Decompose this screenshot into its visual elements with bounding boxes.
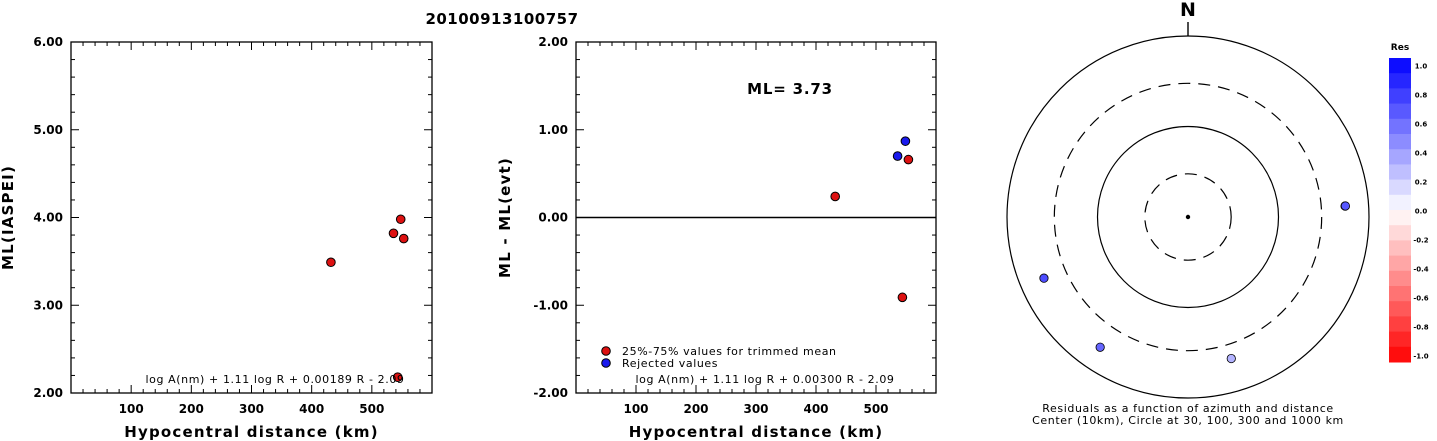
colorbar-tick-label: -0.4 — [1413, 266, 1428, 274]
azimuth-residual-panel: N Residuals as a function of azimuth and … — [1006, 0, 1370, 427]
residual-point — [1226, 353, 1236, 364]
x-tick-label: 200 — [179, 402, 204, 416]
polar-caption-line-2: Center (10km), Circle at 30, 100, 300 an… — [1032, 414, 1344, 427]
x-axis-label: Hypocentral distance (km) — [629, 423, 884, 441]
ml-vs-distance-panel: 100 200 300 400 500 2.00 3.00 4.00 5.00 6.00 Hypoc… — [0, 35, 433, 441]
colorbar-band — [1389, 331, 1411, 348]
colorbar-band — [1389, 316, 1411, 333]
x-tick-label: 200 — [683, 402, 708, 416]
y-tick-label: 4.00 — [33, 211, 63, 225]
colorbar-tick-label: -0.2 — [1413, 237, 1428, 245]
formula-text: log A(nm) + 1.11 log R + 0.00300 R - 2.0… — [635, 373, 894, 386]
colorbar-tick-label: 0.2 — [1415, 179, 1428, 187]
y-tick-label: -2.00 — [533, 386, 568, 400]
y-tick-label: 6.00 — [33, 35, 63, 49]
y-axis-label: ML - ML(evt) — [496, 157, 514, 278]
data-point — [392, 372, 403, 383]
figure-title: 20100913100757 — [425, 10, 578, 28]
y-tick-label: -1.00 — [533, 298, 568, 312]
polar-caption-line-1: Residuals as a function of azimuth and d… — [1042, 402, 1333, 415]
plot-frame — [70, 41, 433, 394]
data-point — [892, 151, 903, 161]
data-point — [326, 257, 336, 268]
north-label: N — [1180, 0, 1196, 21]
x-tick-label: 500 — [863, 402, 888, 416]
x-tick-label: 100 — [119, 402, 144, 416]
data-point — [398, 233, 409, 244]
y-tick-label: 1.00 — [538, 123, 568, 137]
legend-marker — [601, 346, 611, 356]
y-tick-label: 0.00 — [538, 211, 568, 225]
formula-text: log A(nm) + 1.11 log R + 0.00189 R - 2.0… — [145, 373, 404, 386]
colorbar-band — [1389, 73, 1411, 89]
colorbar-band — [1389, 134, 1411, 150]
x-tick-label: 500 — [359, 402, 384, 416]
legend-label: Rejected values — [622, 357, 718, 370]
colorbar-band — [1389, 301, 1411, 317]
x-tick-label: 400 — [803, 402, 828, 416]
distance-ring-300 — [1053, 82, 1323, 352]
ml-value: ML= 3.73 — [747, 80, 833, 98]
colorbar-band — [1389, 149, 1411, 165]
colorbar-band — [1389, 210, 1411, 226]
data-point — [395, 214, 406, 225]
colorbar-tick-label: -1.0 — [1413, 353, 1428, 361]
residual-vs-distance-panel: 100 200 300 400 500 -2.00 -1.00 0.00 1.00 2.00 Hyp… — [496, 35, 937, 441]
colorbar-tick-label: -0.8 — [1413, 324, 1428, 332]
colorbar-title: Res — [1391, 43, 1409, 53]
distance-ring-100 — [1096, 125, 1280, 309]
residual-colorbar: Res 1.0 0.8 0.6 0.4 0.2 0.0 -0.2 -0.4 -0.6 -0.8 -1.… — [1389, 43, 1429, 363]
colorbar-tick-label: 0.0 — [1415, 208, 1428, 216]
colorbar-band — [1389, 194, 1411, 211]
x-tick-label: 100 — [623, 402, 648, 416]
colorbar-band — [1389, 240, 1411, 257]
colorbar-tick-label: -0.6 — [1413, 295, 1428, 303]
data-point — [897, 292, 908, 303]
y-axis-label: ML(IASPEI) — [0, 165, 17, 270]
data-point — [903, 154, 914, 165]
colorbar-band — [1389, 88, 1411, 105]
residual-point — [1340, 201, 1351, 211]
colorbar-band — [1389, 270, 1411, 287]
x-axis-label: Hypocentral distance (km) — [124, 423, 379, 441]
colorbar-tick-label: 0.6 — [1415, 121, 1428, 129]
colorbar-band — [1389, 103, 1411, 120]
legend-label: 25%-75% values for trimmed mean — [622, 345, 837, 358]
colorbar-band — [1389, 179, 1411, 196]
colorbar-band — [1389, 255, 1411, 272]
data-point — [900, 136, 911, 146]
data-point — [388, 228, 399, 239]
colorbar-tick-label: 0.8 — [1415, 92, 1428, 100]
colorbar-band — [1389, 118, 1411, 135]
data-point — [830, 191, 841, 202]
colorbar-band — [1389, 225, 1411, 241]
x-tick-label: 400 — [299, 402, 324, 416]
colorbar-band — [1389, 58, 1411, 74]
colorbar-band — [1389, 164, 1411, 181]
y-tick-label: 2.00 — [33, 386, 63, 400]
x-tick-label: 300 — [239, 402, 264, 416]
y-tick-label: 5.00 — [33, 123, 63, 137]
legend-marker — [601, 358, 611, 368]
colorbar-band — [1389, 286, 1411, 302]
distance-ring-30 — [1144, 173, 1232, 261]
y-tick-label: 3.00 — [33, 298, 63, 312]
colorbar-band — [1389, 346, 1411, 363]
x-tick-label: 300 — [743, 402, 768, 416]
residual-point — [1095, 342, 1105, 352]
colorbar-tick-label: 1.0 — [1415, 63, 1428, 71]
y-tick-label: 2.00 — [538, 35, 568, 49]
residual-point — [1039, 273, 1049, 283]
center-dot — [1185, 214, 1191, 220]
colorbar-tick-label: 0.4 — [1415, 150, 1428, 158]
